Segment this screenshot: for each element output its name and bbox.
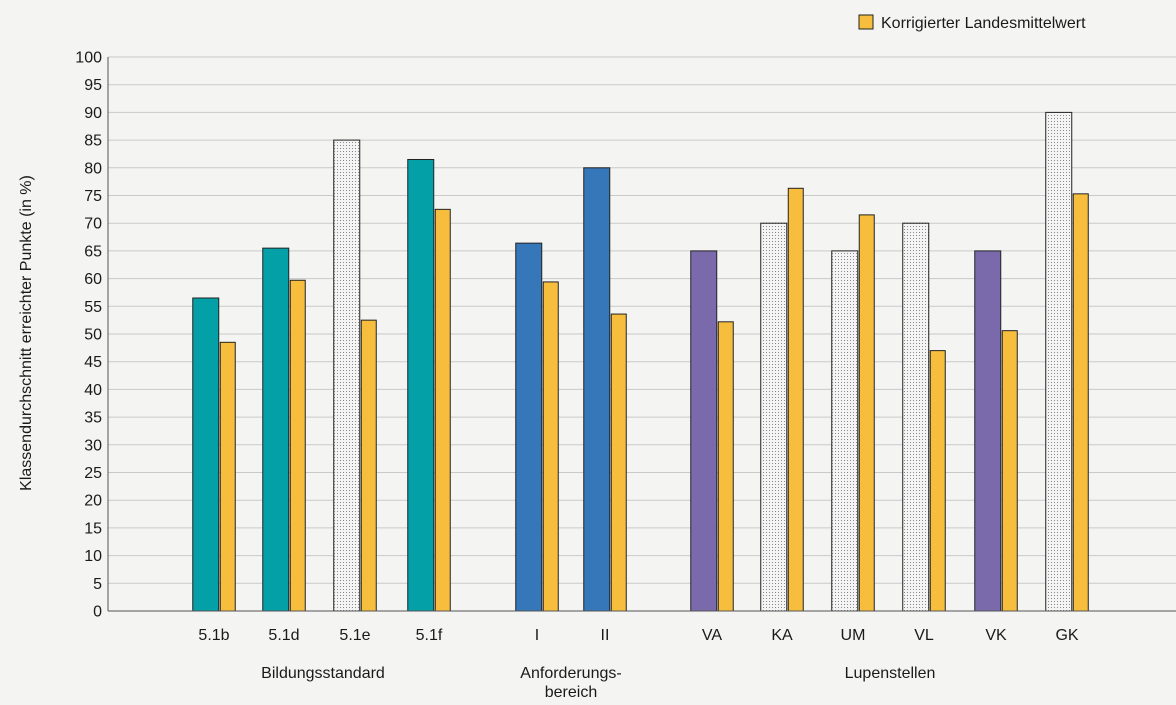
- y-tick-label: 20: [84, 493, 102, 510]
- y-tick-label: 55: [84, 299, 102, 316]
- y-tick-label: 10: [84, 548, 102, 565]
- bar-landesmittelwert-GK: [1072, 193, 1089, 612]
- y-tick-label: 40: [84, 382, 102, 399]
- x-tick-label: VL: [914, 627, 934, 644]
- x-axis-group-labels: Bildungsstandard Anforderungs-bereich Lupe…: [261, 665, 935, 701]
- legend-swatch-landesmittelwert: [858, 14, 874, 30]
- bar-class-VL: [902, 222, 930, 612]
- x-tick-label: VK: [985, 627, 1007, 644]
- bar-class-II: [583, 167, 611, 612]
- bar-landesmittelwert-5.1b: [219, 341, 236, 612]
- legend-label-landesmittelwert: Korrigierter Landesmittelwert: [881, 15, 1086, 32]
- x-tick-label: 5.1b: [198, 627, 229, 644]
- y-tick-label: 75: [84, 188, 102, 205]
- x-tick-label: KA: [771, 627, 793, 644]
- bar-landesmittelwert-VA: [717, 321, 734, 612]
- y-tick-label: 85: [84, 133, 102, 150]
- bar-landesmittelwert-I: [542, 281, 559, 612]
- x-tick-label: UM: [841, 627, 866, 644]
- y-tick-label: 15: [84, 520, 102, 537]
- bar-class-UM: [831, 250, 859, 612]
- legend: Korrigierter Landesmittelwert: [858, 14, 1086, 32]
- group-label: Bildungsstandard: [261, 665, 385, 682]
- bar-class-5.1b: [192, 297, 220, 612]
- bar-class-I: [515, 242, 543, 612]
- bars: [192, 111, 1089, 612]
- bar-class-VK: [974, 250, 1002, 612]
- x-tick-label: I: [535, 627, 539, 644]
- bar-landesmittelwert-VL: [929, 350, 946, 612]
- bar-landesmittelwert-5.1e: [360, 319, 377, 612]
- y-tick-label: 25: [84, 465, 102, 482]
- y-tick-label: 90: [84, 105, 102, 122]
- bar-class-5.1e: [333, 139, 361, 612]
- y-axis-label: Klassendurchschnitt erreichter Punkte (i…: [18, 175, 35, 491]
- x-tick-label: GK: [1055, 627, 1078, 644]
- bar-landesmittelwert-II: [610, 313, 627, 612]
- bar-landesmittelwert-5.1f: [434, 208, 451, 612]
- group-label: Anforderungs-bereich: [520, 665, 621, 701]
- x-tick-label: VA: [702, 627, 722, 644]
- bar-landesmittelwert-VK: [1001, 330, 1018, 612]
- x-tick-label: 5.1f: [416, 627, 443, 644]
- y-tick-label: 5: [93, 576, 102, 593]
- bar-class-GK: [1045, 111, 1073, 612]
- y-tick-label: 35: [84, 410, 102, 427]
- y-axis-tick-labels: 0 5 10 15 20 25 30 35 40 45 50 55 60 65 70 75 80 85 90 95 10…: [75, 50, 102, 621]
- y-tick-label: 65: [84, 243, 102, 260]
- bar-class-5.1f: [407, 158, 435, 612]
- y-tick-label: 70: [84, 216, 102, 233]
- bar-landesmittelwert-5.1d: [289, 279, 306, 612]
- y-tick-label: 50: [84, 327, 102, 344]
- group-label: Lupenstellen: [845, 665, 936, 682]
- x-tick-label: 5.1d: [268, 627, 299, 644]
- bar-class-5.1d: [262, 247, 290, 612]
- bar-landesmittelwert-UM: [858, 214, 875, 612]
- y-tick-label: 80: [84, 160, 102, 177]
- x-tick-label: 5.1e: [339, 627, 370, 644]
- y-tick-label: 0: [93, 604, 102, 621]
- y-tick-label: 60: [84, 271, 102, 288]
- y-tick-label: 100: [75, 50, 102, 67]
- y-tick-label: 30: [84, 437, 102, 454]
- x-axis-category-labels: 5.1b 5.1d 5.1e 5.1f I II VA KA UM VL VK GK: [198, 627, 1078, 644]
- bar-class-KA: [760, 222, 788, 612]
- y-tick-label: 95: [84, 77, 102, 94]
- x-tick-label: II: [601, 627, 610, 644]
- bar-landesmittelwert-KA: [787, 187, 804, 612]
- bar-class-VA: [690, 250, 718, 612]
- y-tick-label: 45: [84, 354, 102, 371]
